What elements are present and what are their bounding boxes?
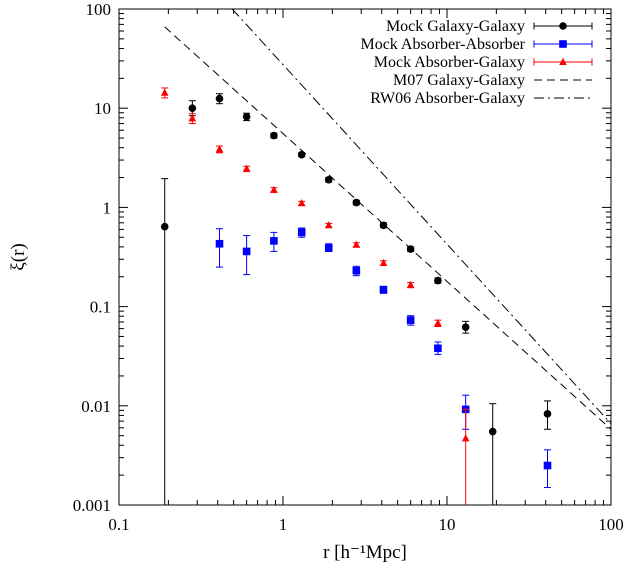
marker-square: [215, 239, 224, 248]
marker-triangle: [352, 240, 361, 248]
marker-square: [434, 344, 442, 353]
marker-square: [297, 228, 306, 237]
x-axis-label: r [h⁻¹Mpc]: [323, 542, 407, 563]
legend-label: Mock Galaxy-Galaxy: [386, 18, 525, 35]
marker-square: [406, 316, 415, 324]
marker-circle: [242, 112, 251, 121]
marker-circle: [379, 221, 388, 230]
marker-circle: [324, 175, 333, 184]
marker-triangle: [559, 57, 567, 65]
marker-triangle: [270, 185, 278, 193]
marker-triangle: [160, 88, 169, 96]
marker-square: [559, 40, 567, 48]
marker-triangle: [379, 258, 388, 267]
marker-circle: [160, 222, 169, 231]
legend-label: RW06 Absorber-Galaxy: [370, 90, 525, 107]
legend-label: Mock Absorber-Absorber: [360, 36, 525, 53]
marker-circle: [270, 131, 278, 140]
marker-circle: [352, 198, 361, 207]
marker-square: [242, 247, 251, 256]
marker-triangle: [324, 221, 333, 229]
marker-square: [543, 461, 552, 470]
y-tick-label: 100: [86, 0, 112, 19]
marker-circle: [434, 276, 442, 285]
legend-label: Mock Absorber-Galaxy: [374, 54, 525, 71]
legend-label: M07 Galaxy-Galaxy: [393, 72, 525, 89]
marker-square: [379, 285, 388, 294]
plot-frame: [118, 8, 612, 506]
model-line-dashed: [164, 26, 611, 430]
y-tick-label: 0.1: [90, 298, 111, 317]
y-tick-label: 1: [103, 198, 112, 217]
marker-square: [324, 244, 333, 252]
marker-circle: [461, 323, 470, 331]
y-tick-label: 0.01: [81, 397, 111, 416]
marker-circle: [559, 22, 567, 30]
marker-circle: [215, 94, 224, 103]
marker-circle: [543, 410, 552, 418]
x-tick-label: 0.1: [108, 515, 129, 534]
axis-ticks: 0.1 1 10 100 0.001 0.01 0.1 1 10 100: [73, 0, 624, 534]
marker-triangle: [297, 199, 306, 207]
marker-circle: [488, 427, 497, 436]
marker-circle: [297, 150, 306, 159]
marker-triangle: [242, 164, 251, 172]
y-tick-label: 0.001: [73, 496, 111, 515]
marker-square: [352, 266, 361, 275]
data-points: [160, 87, 552, 505]
x-tick-label: 10: [439, 515, 456, 534]
marker-circle: [188, 104, 197, 112]
model-lines: [164, 9, 611, 430]
marker-triangle: [215, 145, 224, 153]
marker-triangle: [461, 434, 470, 442]
marker-triangle: [406, 280, 415, 289]
marker-square: [270, 237, 278, 245]
marker-triangle: [434, 319, 442, 327]
model-line-dash-dot: [231, 9, 611, 425]
marker-circle: [406, 245, 415, 253]
y-tick-label: 10: [94, 99, 111, 118]
y-axis-label: ξ(r): [8, 243, 29, 270]
marker-triangle: [188, 114, 197, 122]
x-tick-label: 100: [598, 515, 624, 534]
x-tick-label: 1: [279, 515, 288, 534]
